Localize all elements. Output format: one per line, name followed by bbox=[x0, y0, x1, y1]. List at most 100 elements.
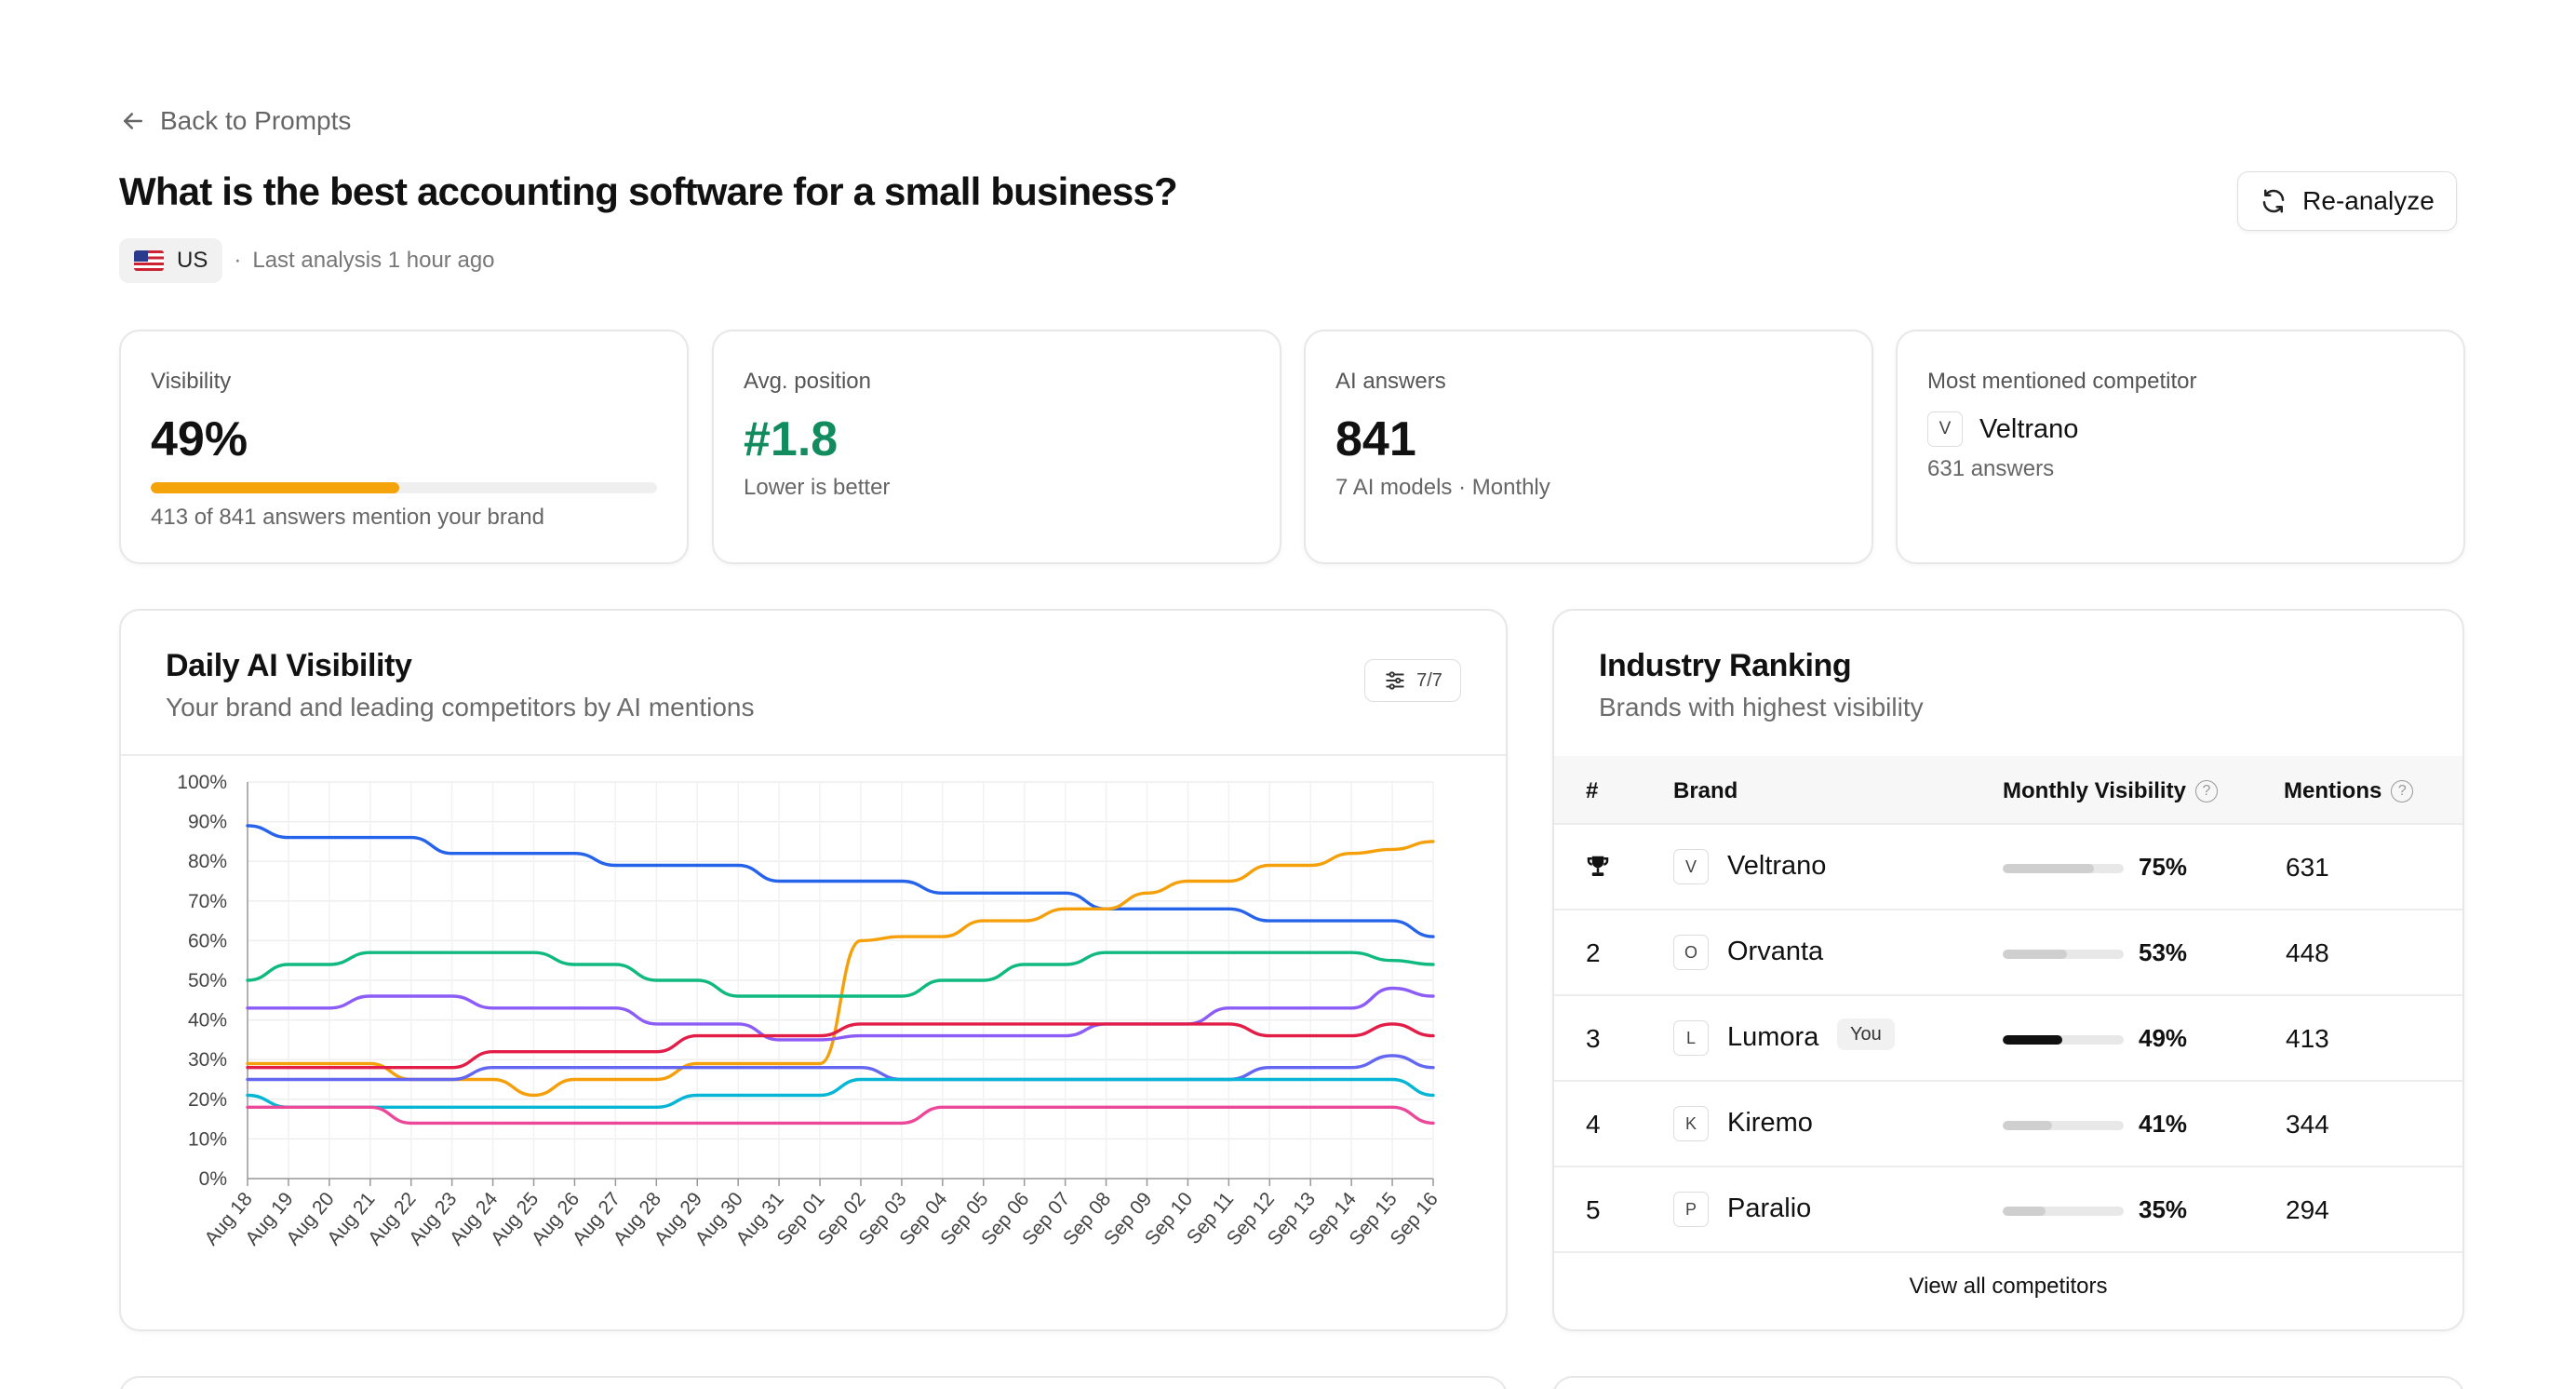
series-line-5 bbox=[246, 1022, 1435, 1070]
visibility-percent: 35% bbox=[2139, 1195, 2188, 1223]
col-rank: # bbox=[1586, 778, 1598, 804]
visibility-value: 49% bbox=[151, 412, 248, 466]
visibility-percent: 75% bbox=[2139, 853, 2188, 881]
y-tick-label: 80% bbox=[188, 851, 227, 872]
mentions-count: 413 bbox=[2286, 1024, 2329, 1053]
back-label: Back to Prompts bbox=[160, 106, 352, 135]
ranking-table-header: # Brand Monthly Visibility? Mentions? bbox=[1554, 756, 2462, 825]
col-mentions-label: Mentions bbox=[2284, 778, 2382, 803]
competitor-name: Veltrano bbox=[1979, 413, 2079, 444]
avg-position-card: Avg. position #1.8 Lower is better bbox=[712, 330, 1281, 564]
avg-position-value: #1.8 bbox=[744, 412, 839, 466]
visibility-bar-fill bbox=[2003, 1035, 2062, 1045]
visibility-percent: 53% bbox=[2139, 938, 2188, 966]
visibility-label: Visibility bbox=[151, 369, 232, 394]
us-flag-icon bbox=[134, 250, 164, 271]
y-tick-label: 90% bbox=[188, 812, 227, 833]
ranking-row[interactable]: 3 L Lumora You 49% 413 bbox=[1554, 996, 2462, 1082]
series-filter-button[interactable]: 7/7 bbox=[1364, 659, 1461, 702]
mentions-count: 344 bbox=[2286, 1110, 2329, 1139]
you-badge: You bbox=[1837, 1018, 1895, 1050]
rank-number: 3 bbox=[1586, 1024, 1601, 1053]
trophy-icon bbox=[1587, 856, 1609, 876]
brand-name: Paralio bbox=[1727, 1193, 1812, 1223]
y-tick-label: 0% bbox=[199, 1168, 227, 1190]
help-circle-icon[interactable]: ? bbox=[2391, 780, 2414, 802]
series-filter-count: 7/7 bbox=[1416, 669, 1442, 691]
avg-position-label: Avg. position bbox=[744, 369, 871, 394]
ranking-title: Industry Ranking bbox=[1599, 648, 1852, 683]
visibility-card: Visibility 49% 413 of 841 answers mentio… bbox=[119, 330, 689, 564]
visibility-bar-fill bbox=[2003, 1121, 2053, 1130]
ai-answers-sub: 7 AI models · Monthly bbox=[1335, 475, 1550, 500]
rank-number: 5 bbox=[1586, 1195, 1601, 1224]
series-line-4 bbox=[246, 986, 1435, 1042]
top-competitor-card: Most mentioned competitor V Veltrano 631… bbox=[1896, 330, 2465, 564]
industry-ranking-panel: Industry Ranking Brands with highest vis… bbox=[1552, 609, 2464, 1331]
visibility-bar-fill bbox=[2003, 1207, 2046, 1216]
visibility-sub: 413 of 841 answers mention your brand bbox=[151, 505, 544, 530]
series-line-2 bbox=[246, 840, 1435, 1098]
series-line-3 bbox=[246, 951, 1435, 998]
visibility-progress-bar bbox=[151, 482, 657, 493]
y-tick-label: 70% bbox=[188, 891, 227, 912]
ranking-subtitle: Brands with highest visibility bbox=[1599, 693, 1924, 721]
avg-position-sub: Lower is better bbox=[744, 475, 891, 500]
last-analysis-text: Last analysis 1 hour ago bbox=[252, 248, 495, 273]
visibility-bar bbox=[2003, 1207, 2124, 1216]
panel-divider bbox=[121, 754, 1506, 756]
daily-visibility-panel: Daily AI Visibility Your brand and leadi… bbox=[119, 609, 1508, 1331]
series-line-7 bbox=[246, 1077, 1435, 1109]
brand-name: Veltrano bbox=[1727, 851, 1827, 881]
ai-answers-card: AI answers 841 7 AI models · Monthly bbox=[1304, 330, 1873, 564]
country-label: US bbox=[177, 248, 208, 273]
brand-logo: V bbox=[1673, 849, 1709, 884]
top-competitor-label: Most mentioned competitor bbox=[1927, 369, 2197, 394]
y-tick-label: 60% bbox=[188, 930, 227, 951]
visibility-bar bbox=[2003, 1121, 2124, 1130]
series-line-8 bbox=[246, 1105, 1435, 1126]
daily-chart-title: Daily AI Visibility bbox=[166, 648, 412, 683]
next-panel-left bbox=[119, 1376, 1508, 1389]
visibility-bar bbox=[2003, 864, 2124, 873]
brand-logo: K bbox=[1673, 1106, 1709, 1141]
y-tick-label: 20% bbox=[188, 1089, 227, 1111]
col-brand: Brand bbox=[1673, 778, 1737, 804]
ranking-row[interactable]: V Veltrano 75% 631 bbox=[1554, 825, 2462, 910]
series-line-1 bbox=[246, 824, 1435, 938]
mentions-count: 631 bbox=[2286, 853, 2329, 882]
y-tick-label: 10% bbox=[188, 1128, 227, 1150]
competitor-logo: V bbox=[1927, 411, 1963, 447]
rank-number: 2 bbox=[1586, 938, 1601, 967]
next-panel-right bbox=[1552, 1376, 2464, 1389]
col-mentions: Mentions? bbox=[2284, 778, 2414, 804]
back-to-prompts-link[interactable]: Back to Prompts bbox=[119, 106, 351, 136]
brand-logo: L bbox=[1673, 1020, 1709, 1056]
visibility-bar bbox=[2003, 950, 2124, 959]
visibility-percent: 41% bbox=[2139, 1110, 2188, 1138]
view-all-competitors-link[interactable]: View all competitors bbox=[1909, 1274, 2108, 1299]
col-visibility: Monthly Visibility? bbox=[2003, 778, 2218, 804]
daily-chart-subtitle: Your brand and leading competitors by AI… bbox=[166, 693, 755, 721]
ranking-row[interactable]: 4 K Kiremo 41% 344 bbox=[1554, 1082, 2462, 1167]
analysis-meta: US · Last analysis 1 hour ago bbox=[119, 238, 495, 283]
brand-logo: P bbox=[1673, 1192, 1709, 1227]
visibility-bar-fill bbox=[2003, 864, 2094, 873]
ranking-row[interactable]: 2 O Orvanta 53% 448 bbox=[1554, 910, 2462, 996]
reanalyze-button[interactable]: Re-analyze bbox=[2237, 171, 2457, 231]
country-badge: US bbox=[119, 238, 223, 283]
ai-answers-value: 841 bbox=[1335, 412, 1416, 466]
ranking-row[interactable]: 5 P Paralio 35% 294 bbox=[1554, 1167, 2462, 1253]
visibility-bar-fill bbox=[2003, 950, 2067, 959]
daily-visibility-chart: 0%10%20%30%40%50%60%70%80%90%100% Aug 18… bbox=[177, 772, 1442, 1249]
col-rank-label: # bbox=[1586, 778, 1599, 803]
ai-answers-label: AI answers bbox=[1335, 369, 1446, 394]
mentions-count: 294 bbox=[2286, 1195, 2329, 1224]
col-visibility-label: Monthly Visibility bbox=[2003, 778, 2186, 803]
top-competitor-sub: 631 answers bbox=[1927, 456, 2055, 481]
help-circle-icon[interactable]: ? bbox=[2194, 780, 2218, 802]
col-brand-label: Brand bbox=[1673, 778, 1738, 803]
visibility-progress-fill bbox=[151, 482, 399, 493]
top-competitor-row: V Veltrano bbox=[1927, 411, 2078, 447]
brand-name: Kiremo bbox=[1727, 1108, 1813, 1138]
